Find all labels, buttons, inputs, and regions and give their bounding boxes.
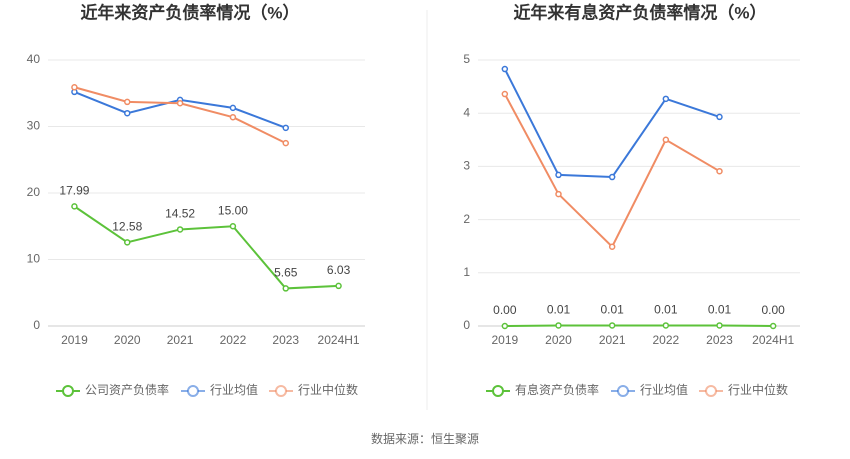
point (124, 109, 131, 117)
y-tick-label: 40 (27, 52, 41, 66)
point (501, 90, 509, 98)
point (608, 322, 616, 329)
point (229, 223, 237, 230)
point (555, 322, 562, 329)
data-label: 17.99 (59, 184, 89, 198)
x-tick-label: 2019 (491, 333, 518, 347)
series-line (503, 93, 721, 249)
legend-marker (62, 385, 74, 397)
data-label: 14.52 (165, 207, 195, 221)
legend-marker (275, 385, 287, 397)
y-tick-label: 4 (463, 105, 470, 119)
y-tick-label: 0 (33, 318, 40, 332)
point (282, 124, 289, 132)
legend-marker (492, 385, 504, 397)
legend-marker (617, 385, 629, 397)
point (71, 84, 78, 91)
point (608, 173, 616, 181)
point (229, 104, 237, 112)
point (716, 322, 723, 329)
series-line (73, 205, 339, 290)
x-tick-label: 2021 (599, 333, 626, 347)
legend-label: 公司资产负债率 (85, 382, 169, 397)
data-label: 0.01 (600, 303, 624, 317)
data-label: 0.00 (493, 303, 517, 317)
point (501, 322, 509, 330)
legend-label: 行业均值 (210, 382, 258, 397)
x-tick-label: 2024H1 (318, 333, 360, 347)
y-tick-label: 3 (463, 159, 470, 173)
y-tick-label: 1 (463, 265, 470, 279)
point (608, 243, 616, 250)
x-tick-label: 2020 (545, 333, 572, 347)
legend-label: 行业中位数 (298, 382, 358, 397)
data-label: 0.01 (708, 303, 732, 317)
y-tick-label: 5 (463, 52, 470, 66)
x-tick-label: 2024H1 (752, 333, 794, 347)
legend-marker (187, 385, 199, 397)
y-tick-label: 30 (27, 119, 41, 133)
series-line (504, 324, 774, 327)
x-tick-label: 2022 (220, 333, 247, 347)
data-label: 6.03 (327, 263, 351, 277)
point (229, 113, 237, 121)
x-tick-label: 2020 (114, 333, 141, 347)
data-label: 0.01 (654, 303, 678, 317)
point (282, 285, 289, 292)
chart-title: 近年来有息资产负债率情况（%） (513, 2, 766, 22)
point (662, 322, 670, 329)
point (716, 167, 723, 175)
data-label: 12.58 (112, 220, 142, 234)
data-label: 0.00 (761, 303, 785, 317)
x-tick-label: 2022 (652, 333, 679, 347)
y-tick-label: 20 (27, 185, 41, 199)
point (662, 95, 670, 103)
point (662, 136, 670, 144)
y-tick-label: 2 (463, 212, 470, 226)
point (176, 226, 184, 233)
point (71, 203, 78, 210)
point (716, 113, 723, 121)
point (501, 65, 509, 73)
series-line (503, 68, 720, 179)
point (555, 190, 562, 198)
x-tick-label: 2023 (272, 333, 299, 347)
chart-title: 近年来资产负债率情况（%） (80, 2, 299, 22)
point (124, 98, 131, 106)
point (176, 99, 184, 107)
point (282, 139, 289, 147)
point (555, 171, 562, 179)
point (769, 322, 777, 330)
data-label: 15.00 (218, 203, 248, 217)
data-label: 0.01 (547, 303, 571, 317)
legend-label: 行业均值 (640, 382, 688, 397)
source: 数据来源：恒生聚源 (371, 431, 479, 446)
x-tick-label: 2019 (61, 333, 88, 347)
legend-label: 有息资产负债率 (515, 382, 599, 397)
x-tick-label: 2023 (706, 333, 733, 347)
x-tick-label: 2021 (167, 333, 194, 347)
y-tick-label: 0 (463, 318, 470, 332)
y-tick-label: 10 (27, 252, 41, 266)
legend-label: 行业中位数 (728, 382, 788, 397)
data-label: 5.65 (274, 266, 298, 280)
point (335, 282, 342, 290)
legend-marker (705, 385, 717, 397)
point (124, 239, 131, 246)
